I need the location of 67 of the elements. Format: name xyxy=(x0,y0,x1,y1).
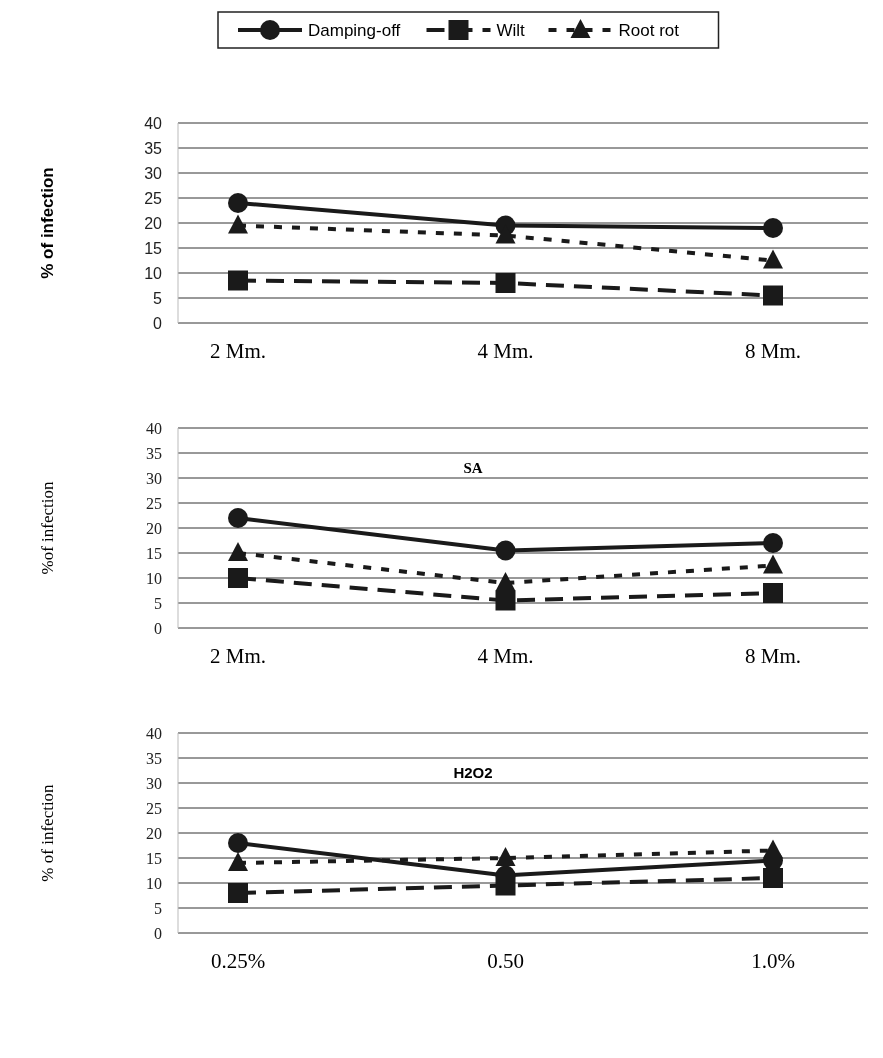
legend-label: Wilt xyxy=(496,21,526,40)
x-tick-label: 8 Mm. xyxy=(744,339,802,363)
text: H2O2 xyxy=(453,764,493,781)
y-axis-title: % of infection xyxy=(38,783,57,882)
point xyxy=(763,249,783,269)
point xyxy=(495,572,516,591)
y-tick-label: 20 xyxy=(144,214,163,232)
point xyxy=(228,508,248,528)
point xyxy=(763,533,783,553)
point xyxy=(763,839,783,859)
y-tick-label: 0 xyxy=(154,924,162,942)
point xyxy=(495,540,516,561)
point xyxy=(228,833,248,853)
y-tick-label: 15 xyxy=(146,849,162,867)
point xyxy=(228,542,248,561)
y-tick-label: 30 xyxy=(144,164,163,182)
y-tick-label: 40 xyxy=(144,114,163,132)
x-tick-label: 2 Mm. xyxy=(209,644,267,668)
y-tick-label: 25 xyxy=(146,799,162,817)
point xyxy=(228,214,248,234)
point xyxy=(763,285,783,306)
point xyxy=(763,554,783,574)
legend-label: Damping-off xyxy=(308,21,401,40)
y-axis-title: %of infection xyxy=(38,481,57,575)
y-tick-label: 35 xyxy=(144,139,163,157)
y-tick-label: 0 xyxy=(154,619,162,637)
x-tick-label: 0.25% xyxy=(210,949,266,973)
point xyxy=(228,568,248,588)
point xyxy=(228,193,248,213)
y-tick-label: 10 xyxy=(146,874,162,892)
point xyxy=(228,883,248,903)
point xyxy=(228,270,248,291)
y-tick-label: 40 xyxy=(146,724,162,742)
y-tick-label: 30 xyxy=(146,469,162,487)
y-tick-label: 20 xyxy=(146,519,162,537)
x-tick-label: 1.0% xyxy=(751,949,795,973)
y-tick-label: 10 xyxy=(146,569,162,587)
point xyxy=(763,868,783,888)
y-tick-label: 20 xyxy=(146,824,162,842)
point xyxy=(495,590,516,611)
y-tick-label: 30 xyxy=(146,774,162,792)
y-tick-label: 25 xyxy=(144,189,163,207)
y-tick-label: 15 xyxy=(146,544,162,562)
x-tick-label: 4 Mm. xyxy=(477,644,534,668)
x-tick-label: 8 Mm. xyxy=(744,644,802,668)
x-tick-label: 4 Mm. xyxy=(477,339,534,363)
y-tick-label: 35 xyxy=(146,749,162,767)
point xyxy=(495,875,516,896)
y-tick-label: 5 xyxy=(154,594,162,612)
y-tick-label: 0 xyxy=(153,314,163,332)
y-axis-title: % of infection xyxy=(38,167,57,279)
point xyxy=(763,218,783,238)
y-tick-label: 35 xyxy=(146,444,162,462)
y-tick-label: 15 xyxy=(144,239,163,257)
text: SA xyxy=(463,460,483,476)
y-tick-label: 40 xyxy=(146,419,162,437)
point xyxy=(228,852,248,871)
y-tick-label: 25 xyxy=(146,494,162,512)
legend-label: Root rot xyxy=(618,21,680,40)
x-tick-label: 0.50 xyxy=(487,949,524,973)
y-tick-label: 5 xyxy=(153,289,163,307)
x-tick-label: 2 Mm. xyxy=(209,339,267,363)
point xyxy=(495,273,516,293)
point xyxy=(763,583,783,603)
y-tick-label: 10 xyxy=(144,264,163,282)
y-tick-label: 5 xyxy=(154,899,162,917)
point xyxy=(495,847,516,866)
